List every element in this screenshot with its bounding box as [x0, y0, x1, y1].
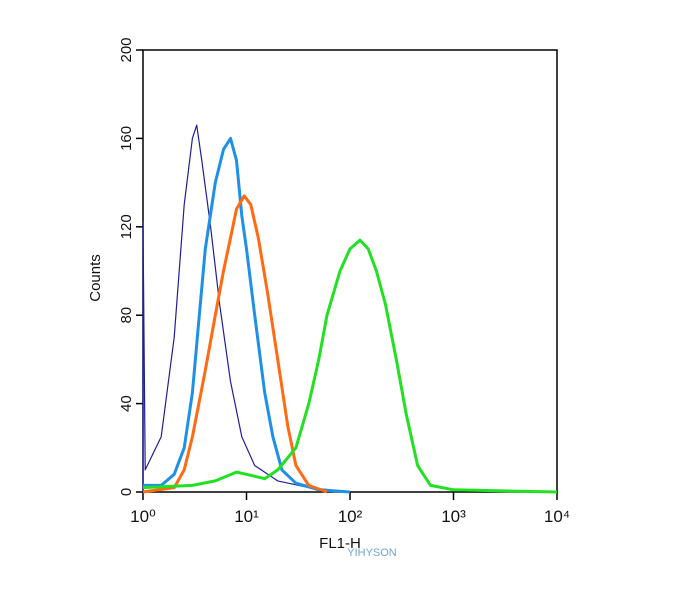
- histogram-line: [143, 136, 351, 494]
- x-tick-label: 10⁴: [544, 507, 570, 526]
- histogram-line: [142, 238, 558, 494]
- histogram-line: [142, 194, 328, 494]
- y-tick-label: 0: [118, 488, 135, 496]
- x-tick-label: 10¹: [234, 507, 259, 526]
- y-tick-label: 160: [118, 126, 135, 151]
- y-tick-label: 40: [118, 395, 135, 412]
- x-tick-label: 10²: [338, 507, 363, 526]
- y-axis-label: Counts: [87, 254, 104, 302]
- y-tick-label: 80: [118, 307, 135, 324]
- x-axis-label: FL1-H: [319, 535, 361, 552]
- watermark: YIHYSON: [347, 547, 397, 559]
- x-tick-label: 10³: [441, 507, 466, 526]
- x-tick-label: 10⁰: [130, 507, 156, 526]
- y-tick-label: 120: [118, 214, 135, 239]
- y-tick-label: 200: [118, 37, 135, 62]
- plot-frame: [142, 49, 558, 493]
- histogram-line: [142, 124, 351, 493]
